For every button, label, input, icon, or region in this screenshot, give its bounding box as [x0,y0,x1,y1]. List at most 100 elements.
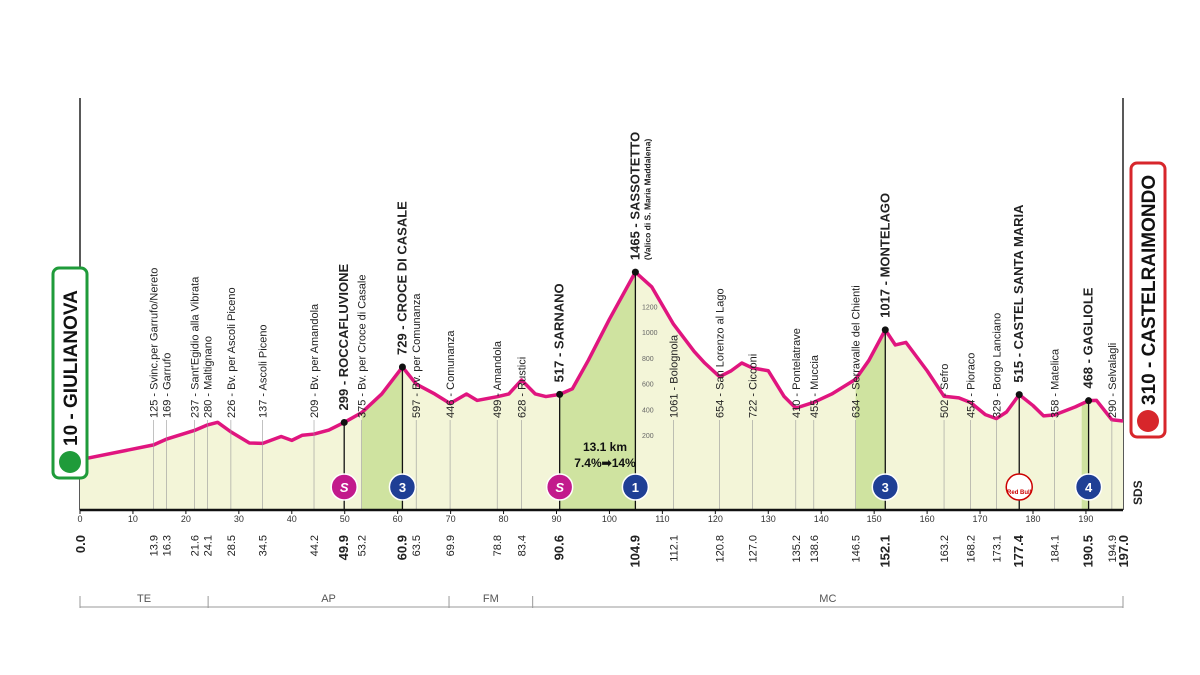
km-label: 28.5 [226,535,238,556]
km-label: 190.5 [1081,535,1096,568]
climb-marker-text: 4 [1085,480,1093,495]
km-label: 24.1 [203,535,215,556]
y-tick-label: 1200 [642,304,658,311]
waypoint-label: 237 - Sant'Egidio alla Vibrata [189,276,201,418]
start-icon [59,451,81,473]
x-tick-label: 90 [551,514,561,524]
km-label: 197.0 [1116,535,1131,568]
km-label: 90.6 [552,535,567,560]
climb-marker-text: 3 [399,480,406,495]
km-label: 146.5 [851,535,863,563]
waypoint-label: 209 - Bv. per Amandola [309,303,321,418]
x-tick-label: 170 [973,514,988,524]
y-tick-label: 1000 [642,330,658,337]
x-tick-label: 30 [234,514,244,524]
x-tick-label: 160 [920,514,935,524]
climb-marker-text: 1 [632,480,639,495]
km-label: 152.1 [877,535,892,568]
summit-dot [556,390,564,398]
climb-area [361,367,403,510]
km-label: 168.2 [966,535,978,563]
x-tick-label: 110 [655,514,669,524]
redbull-marker-text: Red Bull [1007,490,1032,496]
km-label: 44.2 [309,535,321,556]
km-label: 194.9 [1107,535,1119,563]
sprint-marker [545,473,574,501]
climb-annotation: 7.4%➡14% [574,456,636,470]
x-tick-label: 120 [708,514,723,524]
finish-box [1129,161,1167,439]
x-tick-label: 140 [814,514,829,524]
waypoint-label: 446 - Comunanza [445,330,457,418]
waypoint-label: 517 - SARNANO [552,283,567,382]
waypoint-label: 499 - Amandola [492,340,504,418]
km-label: 163.2 [939,535,951,563]
start-label: 10 - GIULIANOVA [61,290,82,446]
y-tick-label: 400 [642,407,654,414]
x-tick-label: 80 [499,514,509,524]
y-tick-label: 200 [642,433,654,440]
km-label: 127.0 [747,535,759,563]
region-label: FM [483,593,499,605]
waypoint-label: 125 - Svinc.per Garrufo/Nereto [149,268,161,418]
km-label: 21.6 [189,535,201,556]
climb-marker [388,473,417,501]
km-label: 60.9 [394,535,409,560]
km-label: 104.9 [627,535,642,568]
summit-dot [1085,397,1093,405]
waypoint-label: 290 - Selvalagli [1107,343,1119,418]
km-label: 53.2 [357,535,369,556]
waypoint-label: 502 - Sefro [939,364,951,418]
waypoint-label: 468 - GAGLIOLE [1081,287,1096,388]
region-label: MC [819,593,836,605]
waypoint-label: 597 - Bv. per Comunanza [411,293,423,418]
climb-marker [1074,473,1103,501]
waypoint-label: 299 - ROCCAFLUVIONE [336,263,351,410]
sprint-marker-text: S [555,480,564,495]
waypoint-label: 375 - Bv. per Croce di Casale [357,275,369,418]
region-label: AP [321,593,336,605]
climb-annotation: 13.1 km [583,440,627,454]
x-tick-label: 10 [128,514,138,524]
km-label: 173.1 [991,535,1003,563]
climb-area [559,272,636,510]
waypoint-label: 654 - San Lorenzo al Lago [715,288,727,418]
waypoint-label: 722 - Cicconi [747,354,759,418]
waypoint-label: 358 - Matelica [1050,348,1062,418]
summit-dot [340,418,348,426]
summit-dot [398,363,406,371]
km-label: 16.3 [161,535,173,556]
waypoint-note: (Valico di S. Maria Maddalena) [642,139,652,261]
waypoint-label: 410 - Pontelatrave [791,328,803,418]
climb-marker-text: 3 [882,480,889,495]
x-tick-label: 70 [446,514,456,524]
km-label: 0.0 [73,535,88,553]
x-tick-label: 0 [77,514,82,524]
waypoint-label: 515 - CASTEL SANTA MARIA [1011,204,1026,383]
waypoint-label: 455 - Muccia [809,354,821,418]
finish-label: 310 - CASTELRAIMONDO [1139,175,1160,405]
km-label: 34.5 [258,535,270,556]
region-label: TE [137,593,151,605]
y-tick-label: 600 [642,382,654,389]
waypoint-label: 329 - Borgo Lanciano [991,313,1003,418]
x-tick-label: 40 [287,514,297,524]
waypoint-label: 1017 - MONTELAGO [877,193,892,318]
redbull-marker [1005,473,1033,501]
waypoint-label: 729 - CROCE DI CASALE [394,201,409,355]
x-tick-label: 20 [181,514,191,524]
waypoint-label: 1061 - Bolognola [669,334,681,418]
waypoint-label: 1465 - SASSOTETTO [627,132,642,260]
climb-marker [621,473,650,501]
km-label: 135.2 [791,535,803,563]
sprint-marker-text: S [340,480,349,495]
x-tick-label: 190 [1078,514,1093,524]
km-label: 49.9 [336,535,351,560]
x-tick-label: 50 [340,514,350,524]
x-tick-label: 100 [602,514,617,524]
summit-dot [1015,391,1023,399]
km-label: 13.9 [149,535,161,556]
climb-marker [871,473,900,501]
x-tick-label: 60 [393,514,403,524]
